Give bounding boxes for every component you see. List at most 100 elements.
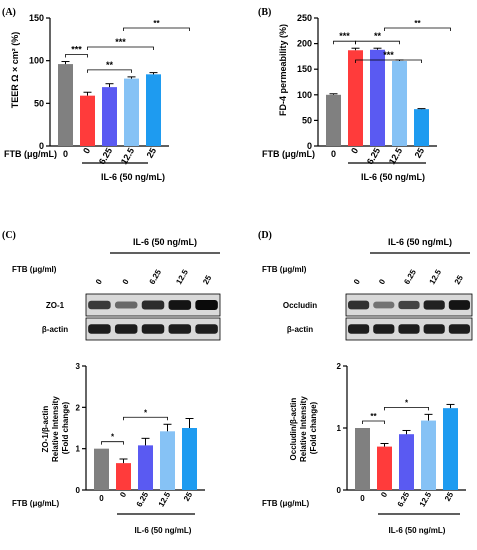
panel-d-bar (355, 428, 370, 490)
panel-a-bar (124, 78, 139, 146)
panel-d-blot-band (448, 300, 470, 310)
panel-a-significance-label: ** (106, 60, 114, 70)
panel-a-bar (146, 74, 161, 146)
panel-c-significance-bracket (123, 416, 168, 421)
panel-a-category-label: 25 (145, 146, 159, 160)
panel-d: (D) Occludin/β-actin Relative Intensity … (258, 19, 473, 535)
panel-b-bar (326, 94, 341, 146)
panel-d-ylabel-line-3: (Fold change) (309, 401, 318, 454)
panel-d-ylabel-line-1: Occludin/β-actin (289, 398, 298, 461)
panel-c-bar (138, 445, 153, 490)
panel-b-ylabel: FD-4 permeability (%) (278, 24, 288, 116)
panel-d-significance-bracket (384, 27, 451, 31)
panel-c-blot-band (141, 324, 165, 334)
panel-b-y-tick-label: 200 (297, 39, 312, 49)
panel-b-significance-bracket (355, 40, 400, 45)
panel-d-blot-band (348, 324, 370, 334)
panel-d-blot-lane-label: 12.5 (428, 268, 444, 286)
panel-d-y-axis-title: Occludin/β-actin Relative Intensity (Fol… (289, 394, 318, 462)
panel-b-ftb-label: FTB (μg/mL) (262, 149, 315, 159)
panel-d-y-tick-label: 1 (337, 424, 342, 433)
panel-c-significance-bracket (123, 27, 190, 31)
panel-c-blot-band (88, 324, 111, 334)
panel-d-blot-header: IL-6 (50 ng/mL) (388, 237, 452, 247)
panel-c-category-label: 25 (182, 490, 195, 503)
panel-b-y-tick-label: 50 (302, 115, 312, 125)
panel-d-category-label: 0 (379, 490, 389, 499)
panel-c-category-label: 6.25 (135, 490, 151, 508)
panel-a-significance-label: *** (71, 45, 82, 55)
panel-a-category-label: 0 (81, 146, 92, 155)
panel-c-significance-bracket (101, 441, 124, 445)
panel-b-bar (414, 109, 429, 146)
panel-a-y-tick-label: 0 (39, 141, 44, 151)
panel-d-blot-band (398, 300, 420, 310)
panel-b-y-axis-title: FD-4 permeability (%) (278, 24, 288, 116)
panel-d-bar (377, 446, 392, 490)
panel-b-category-label: 0 (331, 149, 336, 159)
panel-d-blot-band (423, 324, 445, 334)
panel-d-ylabel-line-2: Relative Intensity (299, 396, 308, 462)
panel-c-blot-band (168, 324, 192, 334)
panel-a-bar (58, 64, 73, 146)
panel-c-blot-lane-label: 0 (94, 277, 104, 286)
panel-b-bar (392, 61, 407, 147)
panel-d-blot-row-label: β-actin (287, 325, 313, 334)
panel-c-category-label: 12.5 (157, 490, 173, 508)
panel-c-blot-row-label: β-actin (42, 325, 68, 334)
panel-b-bar (370, 49, 385, 146)
panel-b-y-tick-label: 150 (297, 64, 312, 74)
panel-a-ylabel: TEER Ω × cm² (%) (10, 32, 20, 108)
panel-d-blot-band (448, 324, 470, 334)
panel-a-significance-bracket (65, 54, 88, 58)
panel-c-category-label: 0 (118, 490, 128, 499)
panel-c-blot-lane-label: 25 (201, 273, 214, 286)
panel-c-blot-lane-label: 0 (121, 277, 131, 286)
panel-b-significance-label: *** (339, 31, 350, 41)
panel-d-blot-ftb-label: FTB (μg/ml) (262, 265, 307, 274)
panel-d-bar (443, 408, 458, 490)
panel-c-bar (160, 431, 175, 490)
panel-c-blot-row-label: ZO-1 (46, 301, 65, 310)
panel-b-significance-label: ** (374, 31, 382, 41)
panel-c-y-tick-label: 1 (76, 445, 81, 454)
panel-a-ftb-label: FTB (μg/mL) (4, 149, 57, 159)
panel-b: (B) FD-4 permeability (%) 0 50 100 150 200 25… (258, 7, 437, 182)
panel-d-blot-band (373, 301, 395, 309)
panel-c-blot-lane-label: 12.5 (174, 268, 190, 286)
panel-d-blot-band (423, 300, 445, 310)
panel-c-ftb-label: FTB (μg/mL) (12, 499, 59, 508)
panel-a-label: (A) (2, 7, 16, 18)
panel-d-category-label: 25 (443, 490, 456, 503)
panel-d-category-label: 0 (360, 494, 365, 503)
panel-d-bar (399, 434, 414, 490)
panel-d-category-label: 6.25 (396, 490, 412, 508)
panel-c-bar (116, 463, 131, 490)
panel-d-significance-label: ** (370, 412, 377, 421)
panel-c-blot-band (88, 300, 111, 310)
panel-d-significance-bracket (362, 420, 385, 424)
panel-d-significance-label: ** (414, 19, 421, 28)
panel-c-bar (182, 428, 197, 490)
panel-b-bar (348, 50, 363, 147)
panel-c-significance-label: * (144, 408, 148, 417)
panel-d-y-tick-label: 0 (337, 486, 342, 495)
panel-d-label: (D) (258, 230, 272, 241)
panel-c-blot-band (141, 300, 165, 310)
panel-c-blot-lane-label: 6.25 (148, 268, 164, 286)
panel-c-significance-label: * (111, 433, 115, 442)
panel-b-y-tick-label: 250 (297, 13, 312, 23)
panel-a-bar (80, 95, 95, 146)
panel-d-ftb-label: FTB (μg/mL) (262, 499, 309, 508)
panel-c-label: (C) (2, 230, 16, 241)
panel-c-y-tick-label: 0 (76, 486, 81, 495)
panel-c-y-tick-label: 2 (76, 403, 81, 412)
panel-c-blot-band (195, 300, 218, 310)
panel-c-ylabel-line-1: ZO-1/β-actin (41, 406, 50, 453)
panel-a-category-label: 0 (63, 149, 68, 159)
panel-d-y-tick-label: 2 (337, 362, 342, 371)
panel-a-y-tick-label: 50 (34, 98, 44, 108)
panel-c-y-axis-title: ZO-1/β-actin Relative Intensity (Fold ch… (41, 394, 70, 462)
panel-c-blot-band (195, 324, 218, 334)
